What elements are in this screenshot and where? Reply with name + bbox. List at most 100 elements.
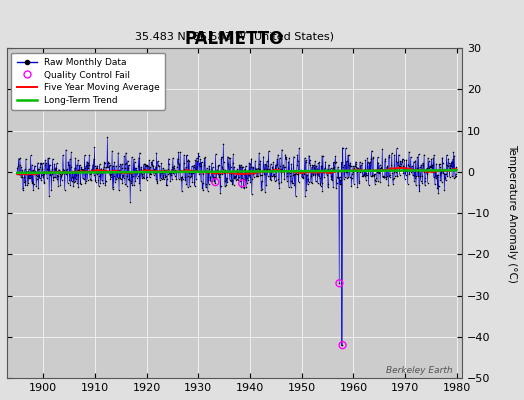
Point xyxy=(428,162,436,168)
Point xyxy=(168,164,177,170)
Point xyxy=(119,175,128,181)
Point xyxy=(360,171,368,178)
Point xyxy=(130,158,139,165)
Point xyxy=(420,169,428,176)
Point xyxy=(316,181,324,188)
Point xyxy=(67,164,75,170)
Point xyxy=(422,170,431,177)
Point xyxy=(262,182,270,188)
Point xyxy=(182,181,190,187)
Point xyxy=(325,170,334,176)
Point xyxy=(38,172,46,178)
Point xyxy=(303,172,311,178)
Point xyxy=(386,166,395,172)
Point xyxy=(359,172,368,179)
Point xyxy=(245,160,253,166)
Point xyxy=(397,164,406,170)
Point xyxy=(331,160,339,166)
Point xyxy=(418,180,427,186)
Point xyxy=(260,161,269,168)
Point xyxy=(193,158,202,164)
Point xyxy=(444,156,452,162)
Point xyxy=(324,184,332,190)
Point xyxy=(284,158,292,165)
Point xyxy=(80,166,88,173)
Point xyxy=(143,176,151,183)
Point xyxy=(187,168,195,175)
Point xyxy=(342,145,350,152)
Point xyxy=(293,152,302,158)
Point xyxy=(116,176,125,182)
Point xyxy=(340,176,348,182)
Point xyxy=(159,165,167,172)
Point xyxy=(166,169,174,175)
Point xyxy=(114,150,122,156)
Point xyxy=(257,187,265,194)
Point xyxy=(359,168,367,174)
Point xyxy=(296,168,304,174)
Point xyxy=(380,174,389,180)
Point xyxy=(311,158,319,164)
Point xyxy=(85,152,93,158)
Point xyxy=(402,157,411,163)
Point xyxy=(242,163,250,169)
Point xyxy=(413,169,422,175)
Point xyxy=(170,162,178,169)
Point xyxy=(297,167,305,173)
Point xyxy=(436,168,445,175)
Point xyxy=(160,166,168,173)
Point xyxy=(165,170,173,177)
Point xyxy=(272,177,280,183)
Point xyxy=(133,174,141,181)
Point xyxy=(365,160,374,167)
Point xyxy=(398,156,407,162)
Point xyxy=(443,173,452,180)
Point xyxy=(279,168,287,174)
Point xyxy=(408,166,417,173)
Point xyxy=(23,182,31,188)
Point xyxy=(117,170,125,176)
Point xyxy=(54,182,62,189)
Point xyxy=(248,176,256,182)
Point xyxy=(417,162,425,168)
Point xyxy=(385,154,393,161)
Point xyxy=(141,166,149,172)
Point xyxy=(92,179,100,185)
Point xyxy=(157,175,165,181)
Point xyxy=(439,170,447,176)
Point xyxy=(439,168,447,174)
Point xyxy=(374,159,383,166)
Point xyxy=(406,166,414,173)
Point xyxy=(83,158,91,165)
Point xyxy=(180,160,189,166)
Point xyxy=(429,155,438,162)
Point xyxy=(201,168,209,174)
Point xyxy=(96,180,105,187)
Point xyxy=(286,172,294,179)
Point xyxy=(43,175,51,181)
Point xyxy=(256,158,265,164)
Point xyxy=(333,168,342,174)
Point xyxy=(184,170,193,176)
Point xyxy=(356,162,365,168)
Point xyxy=(387,165,395,172)
Point xyxy=(142,163,150,170)
Point xyxy=(315,159,324,165)
Point xyxy=(90,144,99,151)
Point xyxy=(21,177,29,184)
Point xyxy=(163,171,172,177)
Point xyxy=(436,164,444,171)
Point xyxy=(140,166,148,172)
Point xyxy=(94,170,102,176)
Point xyxy=(202,184,210,190)
Point xyxy=(286,178,294,184)
Point xyxy=(233,166,241,172)
Point xyxy=(279,164,288,170)
Point xyxy=(50,174,58,180)
Point xyxy=(188,163,196,170)
Point xyxy=(253,172,261,179)
Point xyxy=(368,172,377,179)
Point xyxy=(200,162,208,168)
Point xyxy=(267,176,275,183)
Point xyxy=(32,176,41,182)
